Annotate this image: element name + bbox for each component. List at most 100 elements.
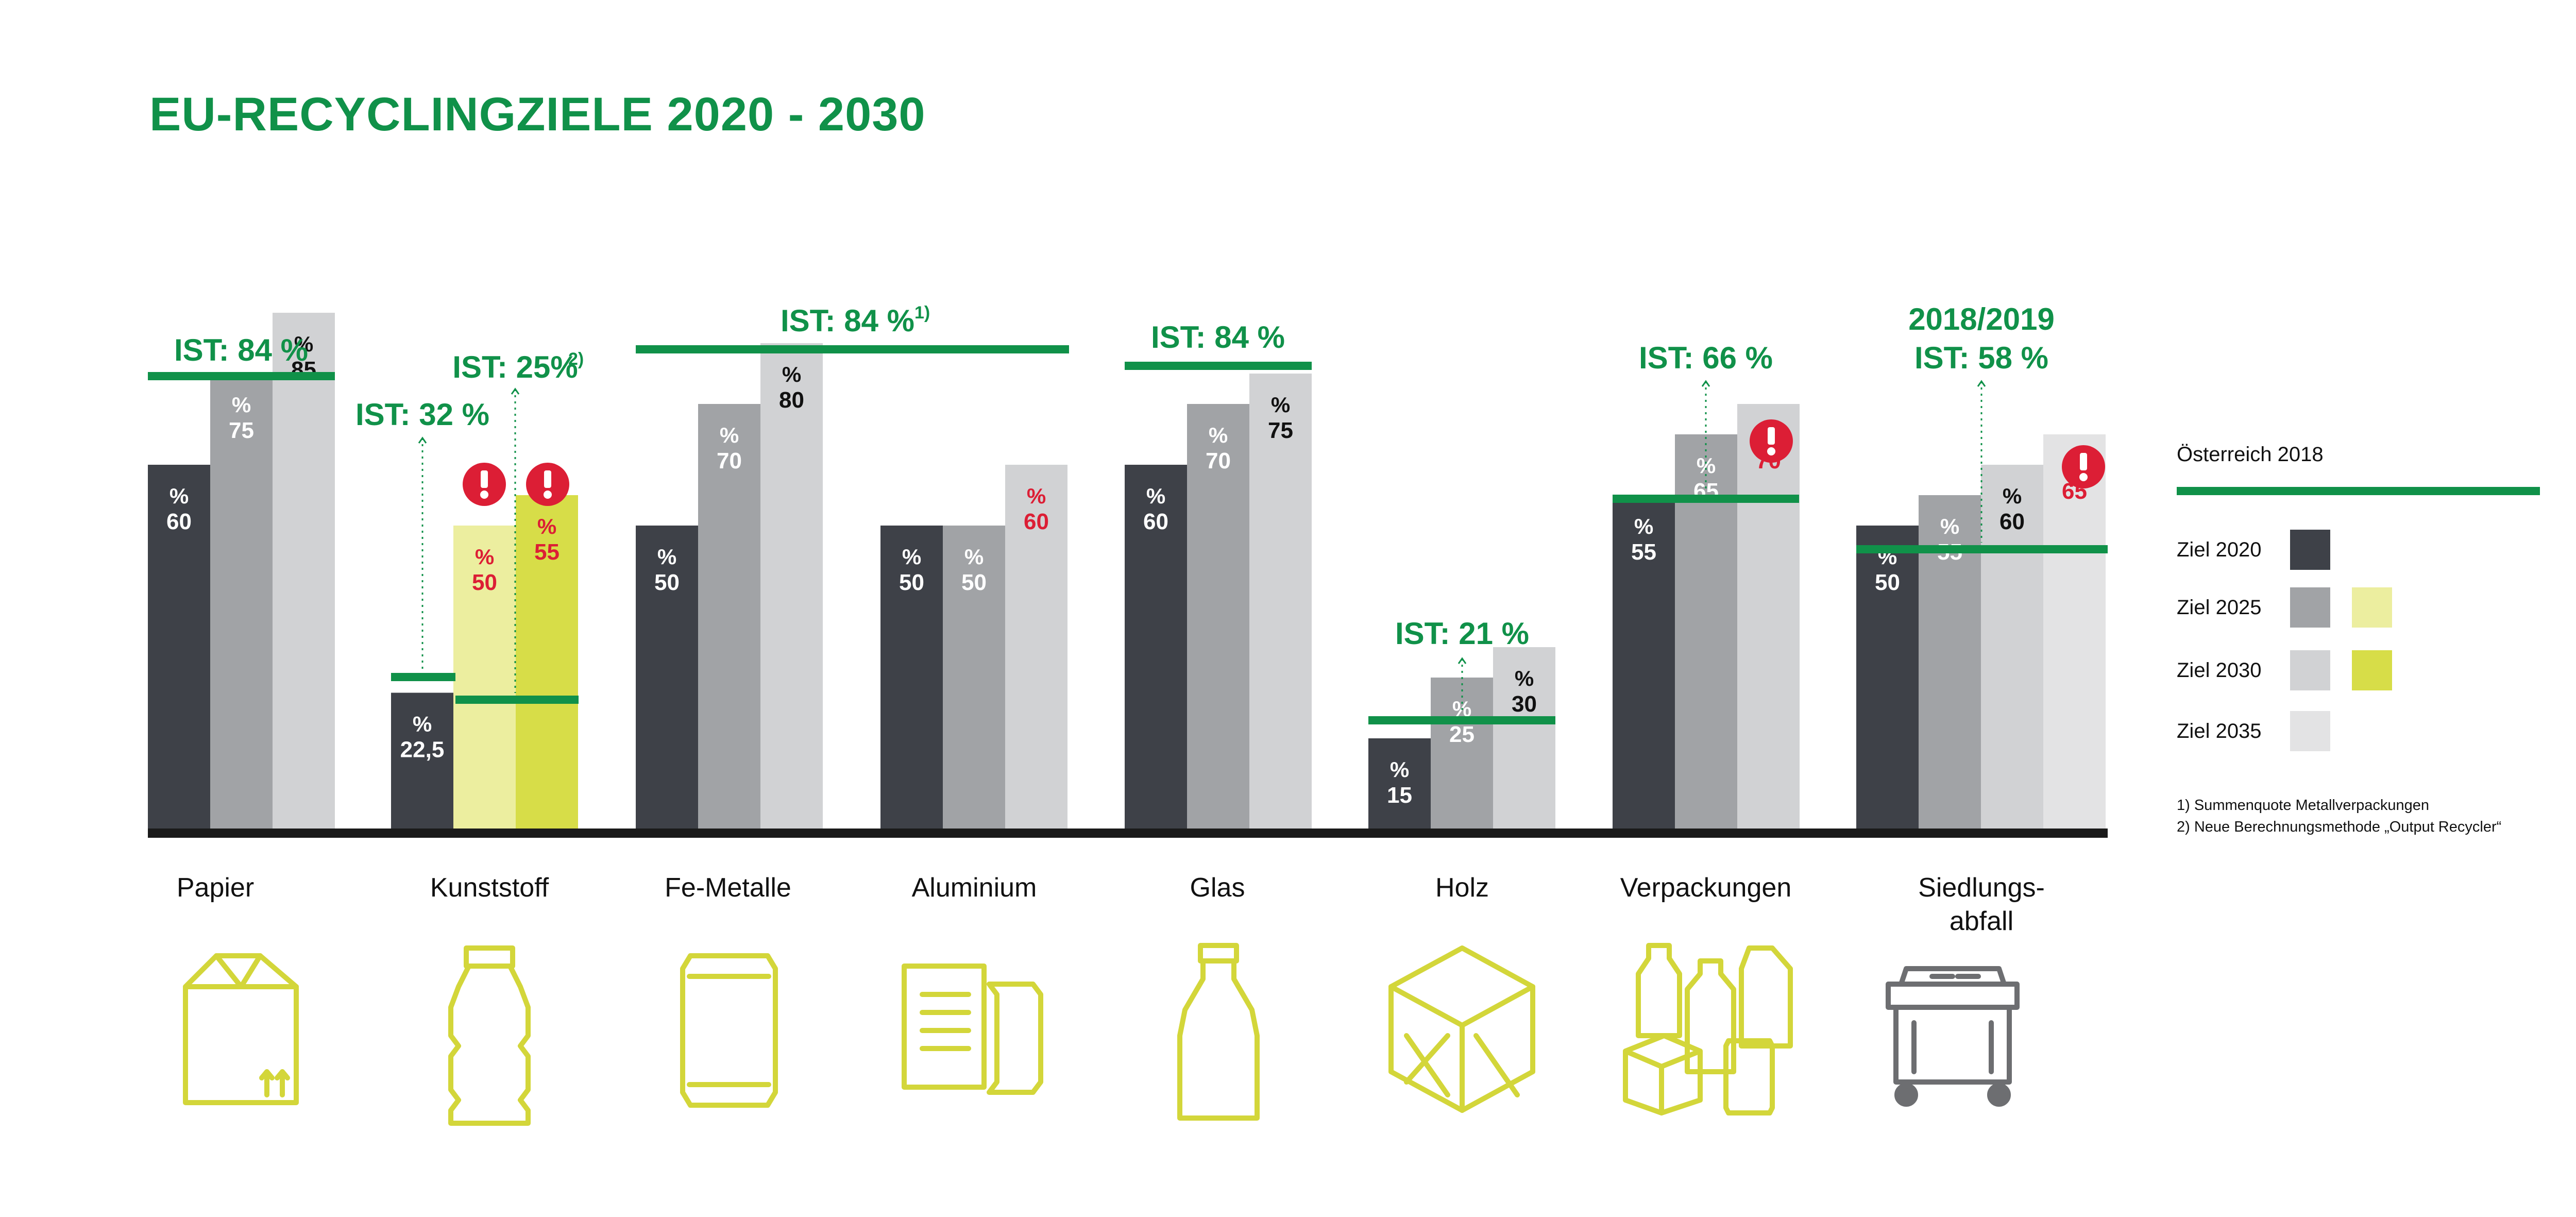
ist-label: IST: 66 % [1639, 341, 1773, 375]
legend-swatch [2290, 530, 2330, 570]
bar [273, 313, 335, 830]
bar-value-label: 50 [472, 570, 497, 595]
bar-value-label: 30 [1512, 691, 1537, 717]
glass-bottle-icon [1177, 943, 1260, 1121]
ist-label: IST: 58 % [1914, 341, 2048, 375]
ist-label: IST: 21 % [1395, 616, 1529, 651]
legend-label: Ziel 2020 [2177, 538, 2262, 561]
bar [1125, 465, 1187, 830]
alert-icon [2062, 445, 2105, 488]
bar-value-label: 75 [229, 418, 254, 443]
category-label: Verpackungen [1620, 873, 1792, 903]
footnote: 2) Neue Berechnungsmethode „Output Recyc… [2177, 819, 2501, 835]
alert-icon [1750, 419, 1793, 463]
bar-unit-label: % [475, 545, 494, 569]
bar-unit-label: % [2003, 484, 2022, 508]
alert-icon-bar [481, 470, 488, 488]
alert-icon-dot [544, 491, 552, 499]
bar-value-label: 80 [779, 387, 804, 413]
bar-unit-label: % [170, 484, 189, 508]
bar-unit-label: % [1209, 423, 1228, 447]
icon-stroke [1623, 1033, 1703, 1115]
icon-stroke [183, 953, 299, 989]
bar-value-label: 60 [166, 509, 192, 534]
bar [148, 465, 210, 830]
bar-unit-label: % [1271, 393, 1290, 417]
ist-leader-arrow [1701, 380, 1710, 387]
bar-value-label: 50 [1875, 570, 1900, 595]
wooden-crate-icon [1388, 945, 1535, 1113]
bar-unit-label: % [1027, 484, 1046, 508]
icon-stroke [464, 945, 515, 969]
category-label: Siedlungs- [1918, 873, 2045, 903]
bar [1856, 526, 1919, 830]
bar-value-label: 15 [1387, 783, 1412, 808]
bar-unit-label: % [413, 712, 432, 736]
bar-unit-label: % [537, 514, 556, 538]
ist-label: IST: 84 % [1151, 320, 1285, 354]
bar-value-label: 50 [654, 570, 680, 595]
category-label: Aluminium [912, 873, 1037, 903]
ist-line [636, 345, 1069, 353]
legend-swatch [2290, 587, 2330, 628]
icon-stroke [687, 974, 771, 1087]
bar-value-label: 50 [899, 570, 924, 595]
bar-unit-label: % [902, 545, 921, 569]
bar [1613, 495, 1675, 830]
icon-stroke [1388, 984, 1535, 1113]
bar [1187, 404, 1249, 830]
bar [636, 526, 698, 830]
icon-stroke [1911, 1020, 1994, 1074]
bar-value-label: 60 [1024, 509, 1049, 534]
metal-can-icon [680, 953, 778, 1108]
icon-stroke [183, 984, 299, 1105]
ist-leader-arrow [511, 387, 520, 395]
bar [516, 495, 578, 830]
legend-label: Ziel 2035 [2177, 720, 2262, 742]
bar-value-label: 60 [1999, 509, 2025, 534]
ist-line [391, 673, 455, 681]
ist-leader-arrow [1977, 380, 1986, 387]
category-label: abfall [1950, 906, 2013, 936]
packaging-mix-icon [1623, 943, 1793, 1115]
ist-label: IST: 25% [452, 350, 578, 384]
bar [1981, 465, 2043, 830]
bar-value-label: 55 [534, 539, 560, 565]
alert-icon-bar [544, 470, 551, 488]
ist-footnote-marker: 1) [914, 303, 930, 323]
bar-value-label: 50 [961, 570, 987, 595]
legend-label: Österreich 2018 [2177, 443, 2324, 466]
icon-stroke [1404, 1033, 1520, 1097]
icon-stroke [1723, 1038, 1775, 1115]
icon-stroke [1899, 966, 2007, 987]
bar [698, 404, 760, 830]
icon-stroke [1739, 945, 1793, 1049]
bar-unit-label: % [782, 362, 801, 386]
bar-value-label: 25 [1449, 722, 1475, 747]
category-label: Holz [1435, 873, 1489, 903]
ist-line [148, 372, 335, 380]
ist-footnote-marker: 2) [568, 349, 584, 369]
legend-label: Ziel 2030 [2177, 659, 2262, 682]
icon-stroke [987, 982, 1043, 1095]
legend-swatch [2352, 650, 2392, 690]
bar-unit-label: % [657, 545, 676, 569]
footnote: 1) Summenquote Metallverpackungen [2177, 797, 2429, 814]
alert-icon [463, 463, 506, 506]
bar [1368, 738, 1431, 830]
bar-unit-label: % [1940, 514, 1959, 538]
alert-icon-dot [1767, 447, 1775, 455]
category-label: Fe-Metalle [665, 873, 791, 903]
chart-title: EU-RECYCLINGZIELE 2020 - 2030 [149, 88, 926, 141]
bar-unit-label: % [1146, 484, 1165, 508]
aluminium-foil-icon [902, 964, 1043, 1095]
bar [1737, 404, 1800, 830]
legend-swatch [2290, 711, 2330, 751]
alert-icon-dot [480, 491, 488, 499]
ist-label: IST: 32 % [355, 397, 489, 432]
bar [210, 374, 273, 830]
ist-year-label: 2018/2019 [1908, 302, 2055, 336]
bar [1005, 465, 1067, 830]
icon-stroke [214, 953, 263, 989]
